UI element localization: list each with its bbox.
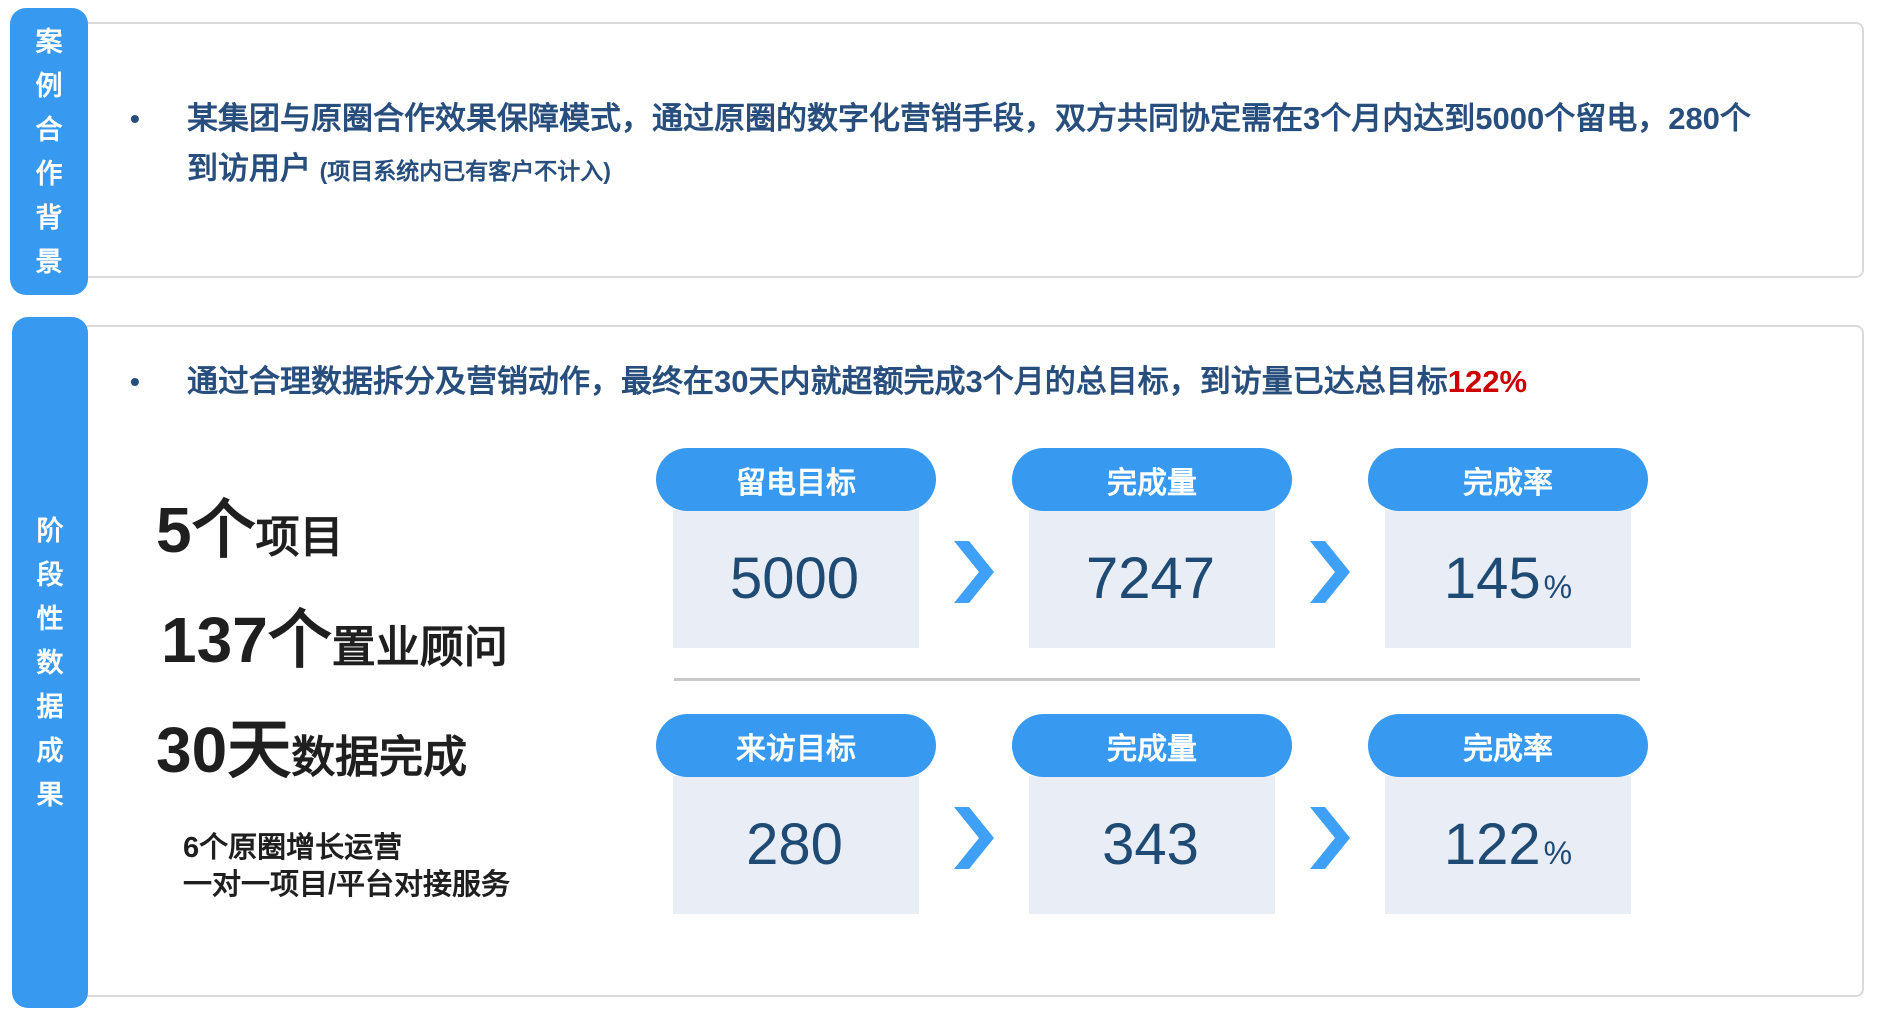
case-background-bullet: • 某集团与原圈合作效果保障模式，通过原圈的数字化营销手段，双方共同协定需在3个… — [130, 94, 1751, 196]
metric-pill: 完成量 — [1012, 714, 1292, 777]
metric-value-box: 145% — [1385, 510, 1631, 648]
case-background-text: 某集团与原圈合作效果保障模式，通过原圈的数字化营销手段，双方共同协定需在3个月内… — [187, 94, 1751, 196]
metric-suffix: % — [1543, 835, 1573, 871]
metric-value-box: 343 — [1029, 776, 1275, 914]
metric-card-lead-completed: 完成量 7247 — [1012, 448, 1292, 648]
case-background-note: (项目系统内已有客户不计入) — [319, 158, 611, 184]
phase-results-text: 通过合理数据拆分及营销动作，最终在30天内就超额完成3个月的总目标，到访量已达总… — [187, 357, 1527, 407]
metric-pill: 完成率 — [1368, 714, 1648, 777]
panel-case-background: • 某集团与原圈合作效果保障模式，通过原圈的数字化营销手段，双方共同协定需在3个… — [62, 22, 1864, 278]
chevron-right-icon — [1310, 541, 1350, 603]
stat-value: 137个 — [161, 604, 332, 676]
stat-label: 数据完成 — [291, 733, 468, 782]
metric-value: 7247 — [1085, 546, 1216, 611]
phase-results-highlight: 122% — [1447, 364, 1528, 399]
metric-card-lead-target: 留电目标 5000 — [656, 448, 936, 648]
metric-pill: 完成率 — [1368, 448, 1648, 511]
stat-value: 30天 — [156, 714, 292, 786]
metric-pill: 来访目标 — [656, 714, 936, 777]
section-tab-phase-results: 阶段性数据成果 — [12, 317, 88, 1008]
metric-value-box: 280 — [673, 776, 919, 914]
phase-results-line: 通过合理数据拆分及营销动作，最终在30天内就超额完成3个月的总目标，到访量已达总… — [187, 364, 1448, 399]
metric-pill: 完成量 — [1012, 448, 1292, 511]
stats-note-line1: 6个原圈增长运营 — [183, 832, 403, 864]
metric-card-visit-target: 来访目标 280 — [656, 714, 936, 914]
metric-card-lead-rate: 完成率 145% — [1368, 448, 1648, 648]
metric-value: 280 — [746, 812, 843, 877]
metric-card-visit-completed: 完成量 343 — [1012, 714, 1292, 914]
section-tab-case-background: 案例合作背景 — [10, 8, 88, 295]
stat-label: 项目 — [255, 513, 344, 562]
case-background-line2: 到访用户 — [187, 151, 320, 186]
stats-note: 6个原圈增长运营 一对一项目/平台对接服务 — [183, 830, 510, 904]
section-tab-label: 案例合作背景 — [35, 26, 63, 277]
metric-value: 5000 — [729, 546, 860, 611]
section-tab-label: 阶段性数据成果 — [36, 515, 64, 810]
chevron-right-icon — [954, 807, 994, 869]
phase-results-bullet: • 通过合理数据拆分及营销动作，最终在30天内就超额完成3个月的总目标，到访量已… — [130, 357, 1527, 407]
metric-card-visit-rate: 完成率 122% — [1368, 714, 1648, 914]
panel-phase-results: • 通过合理数据拆分及营销动作，最终在30天内就超额完成3个月的总目标，到访量已… — [62, 325, 1864, 997]
metric-pill: 留电目标 — [656, 448, 936, 511]
stat-label: 置业顾问 — [331, 623, 508, 672]
case-background-line1: 某集团与原圈合作效果保障模式，通过原圈的数字化营销手段，双方共同协定需在3个月内… — [187, 101, 1751, 136]
metric-value: 145 — [1443, 546, 1541, 611]
stat-days: 30天数据完成 — [156, 699, 467, 791]
metric-value: 122 — [1443, 812, 1541, 877]
metric-cards: 留电目标 5000 完成量 7247 完成率 145% — [656, 448, 1736, 914]
row-divider — [674, 678, 1640, 681]
chevron-right-icon — [1310, 807, 1350, 869]
stat-projects: 5个项目 — [156, 479, 344, 571]
metric-row-visits: 来访目标 280 完成量 343 完成率 122% — [656, 714, 1736, 914]
metric-suffix: % — [1543, 569, 1573, 605]
chevron-right-icon — [954, 541, 994, 603]
stat-value: 5个 — [156, 494, 256, 566]
metric-value-box: 7247 — [1029, 510, 1275, 648]
metric-value-box: 122% — [1385, 776, 1631, 914]
bullet-dot-icon: • — [130, 366, 140, 397]
metric-row-leads: 留电目标 5000 完成量 7247 完成率 145% — [656, 448, 1736, 648]
metric-value-box: 5000 — [673, 510, 919, 648]
stat-consultants: 137个置业顾问 — [161, 589, 508, 681]
stats-note-line2: 一对一项目/平台对接服务 — [183, 869, 511, 901]
metric-value: 343 — [1102, 812, 1199, 877]
bullet-dot-icon: • — [130, 103, 140, 134]
